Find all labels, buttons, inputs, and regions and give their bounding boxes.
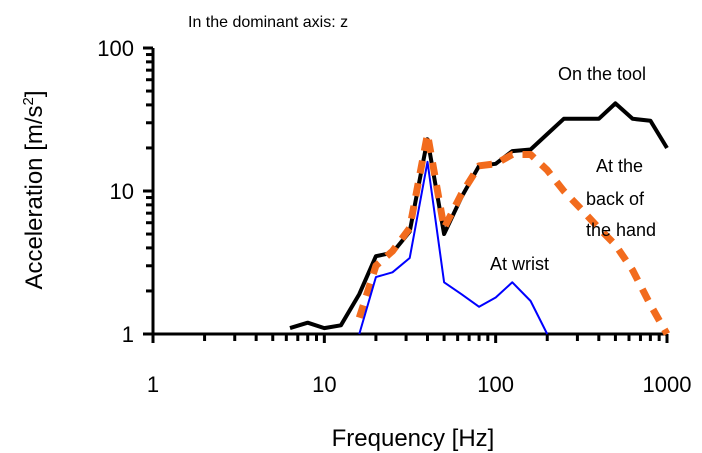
y-tick-label: 100 [97,36,134,61]
chart-subtitle: In the dominant axis: z [188,14,348,31]
x-tick-label: 1 [147,372,159,397]
x-tick-label: 1000 [643,372,692,397]
ticks [143,46,669,343]
series-on-the-tool [289,101,669,331]
annotation-back-of-hand-line3: the hand [586,220,656,240]
series-at-wrist [358,160,549,335]
tick-labels: 1 10 100 1000 1 10 100 [97,36,691,397]
series-layer [289,101,671,336]
annotation-on-the-tool: On the tool [558,64,646,84]
x-axis-label: Frequency [Hz] [332,425,495,452]
annotation-at-wrist: At wrist [490,254,549,274]
annotation-back-of-hand-line1: At the [596,156,643,176]
y-axis-label: Acceleration [m/s2] [20,90,48,289]
x-tick-label: 10 [312,372,336,397]
y-tick-label: 1 [122,322,134,347]
x-tick-label: 100 [477,372,514,397]
y-tick-label: 10 [110,179,134,204]
annotation-back-of-hand-line2: back of [586,189,645,209]
series-at-the-back-of-the-hand [355,130,671,336]
